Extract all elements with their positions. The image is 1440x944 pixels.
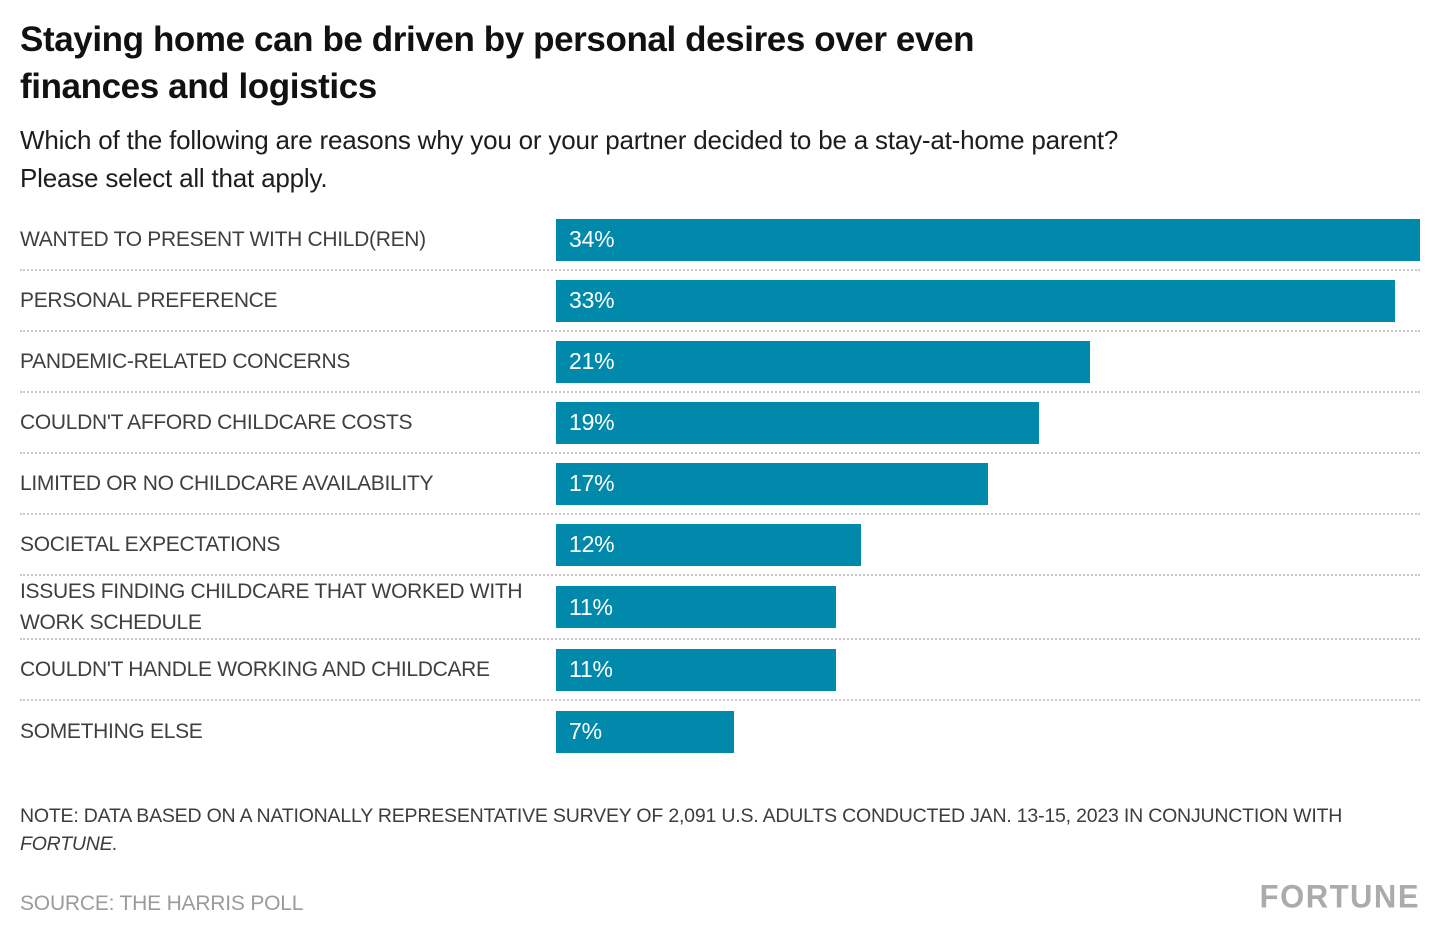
source-row: SOURCE: THE HARRIS POLL FORTUNE — [20, 878, 1420, 916]
bar-value-label: 17% — [569, 470, 615, 496]
row-label: PERSONAL PREFERENCE — [20, 289, 278, 312]
bar: 11% — [556, 586, 836, 628]
bar-value-label: 21% — [569, 348, 615, 374]
page-title-line-2: finances and logistics — [20, 67, 377, 106]
bar: 19% — [556, 401, 1039, 444]
bar-value-label: 12% — [569, 531, 615, 557]
row-label: LIMITED OR NO CHILDCARE AVAILABILITY — [20, 472, 434, 495]
bar-value-label: 34% — [569, 226, 615, 252]
bar-area: 21% — [556, 340, 1420, 383]
bar-area: 7% — [556, 710, 1420, 753]
bar: 33% — [556, 279, 1395, 322]
row-label: ISSUES FINDING CHILDCARE THAT WORKED WIT… — [20, 580, 523, 634]
bar-area: 17% — [556, 462, 1420, 505]
footnote-line-2: FORTUNE. — [20, 833, 118, 855]
row-label: COULDN'T HANDLE WORKING AND CHILDCARE — [20, 658, 490, 681]
bar-area: 19% — [556, 401, 1420, 444]
chart-row: ISSUES FINDING CHILDCARE THAT WORKED WIT… — [20, 576, 1420, 640]
fortune-logo: FORTUNE — [1259, 878, 1420, 915]
chart-row: SOCIETAL EXPECTATIONS 12% — [20, 515, 1420, 576]
chart-row: SOMETHING ELSE 7% — [20, 701, 1420, 762]
row-label: PANDEMIC-RELATED CONCERNS — [20, 350, 351, 373]
page-title-line-1: Staying home can be driven by personal d… — [20, 20, 975, 59]
chart-row: COULDN'T HANDLE WORKING AND CHILDCARE 11… — [20, 640, 1420, 701]
bar: 11% — [556, 648, 836, 691]
chart-subtitle-line-1: Which of the following are reasons why y… — [20, 125, 1119, 155]
row-label: COULDN'T AFFORD CHILDCARE COSTS — [20, 411, 413, 434]
row-label: WANTED TO PRESENT WITH CHILD(REN) — [20, 228, 426, 251]
chart-row: PERSONAL PREFERENCE 33% — [20, 271, 1420, 332]
bar-area: 11% — [556, 586, 1420, 628]
bar-area: 33% — [556, 279, 1420, 322]
source-credit: SOURCE: THE HARRIS POLL — [20, 892, 304, 915]
bar-chart: WANTED TO PRESENT WITH CHILD(REN) 34% PE… — [20, 210, 1420, 762]
footnote-line-1: NOTE: DATA BASED ON A NATIONALLY REPRESE… — [20, 805, 1343, 827]
chart-row: PANDEMIC-RELATED CONCERNS 21% — [20, 332, 1420, 393]
bar-value-label: 7% — [569, 718, 602, 744]
chart-row: WANTED TO PRESENT WITH CHILD(REN) 34% — [20, 210, 1420, 271]
bar-value-label: 19% — [569, 409, 615, 435]
page-title: Staying home can be driven by personal d… — [20, 16, 1420, 110]
bar-area: 34% — [556, 218, 1420, 261]
chart-row: LIMITED OR NO CHILDCARE AVAILABILITY 17% — [20, 454, 1420, 515]
chart-subtitle: Which of the following are reasons why y… — [20, 121, 1420, 197]
bar-area: 11% — [556, 648, 1420, 691]
row-label: SOCIETAL EXPECTATIONS — [20, 533, 281, 556]
footnote: NOTE: DATA BASED ON A NATIONALLY REPRESE… — [20, 802, 1420, 858]
bar: 21% — [556, 340, 1090, 383]
bar-value-label: 33% — [569, 287, 615, 313]
bar: 17% — [556, 462, 988, 505]
chart-row: COULDN'T AFFORD CHILDCARE COSTS 19% — [20, 393, 1420, 454]
bar: 7% — [556, 710, 734, 753]
bar-area: 12% — [556, 523, 1420, 566]
bar: 34% — [556, 218, 1420, 261]
bar: 12% — [556, 523, 861, 566]
bar-value-label: 11% — [569, 593, 613, 620]
row-label: SOMETHING ELSE — [20, 720, 203, 743]
chart-subtitle-line-2: Please select all that apply. — [20, 163, 328, 193]
bar-value-label: 11% — [569, 656, 613, 682]
